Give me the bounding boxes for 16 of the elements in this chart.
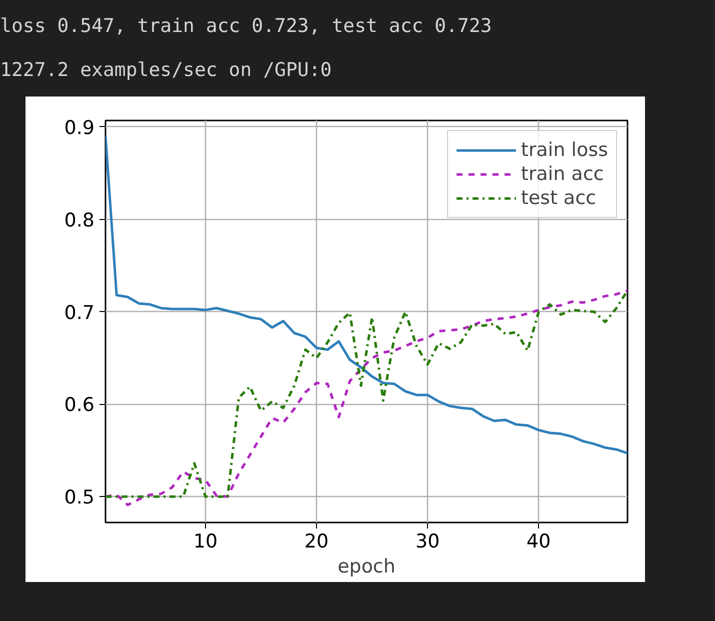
x-tick-label: 40 — [526, 530, 551, 552]
legend-label: test acc — [521, 187, 596, 209]
y-tick-label: 0.9 — [64, 116, 94, 139]
y-tick-label: 0.5 — [64, 486, 94, 509]
x-tick-label: 10 — [193, 530, 218, 552]
y-tick-label: 0.6 — [64, 394, 94, 416]
legend-label: train acc — [521, 163, 604, 185]
text: 1227.2 examples/sec on /GPU:0 — [0, 58, 332, 83]
y-tick-label: 0.7 — [64, 302, 94, 324]
legend-label: train loss — [521, 139, 608, 161]
x-tick-label: 30 — [415, 530, 440, 552]
line-series — [106, 134, 628, 454]
text: loss 0.547, train acc 0.723, test acc 0.723 — [0, 14, 492, 39]
x-axis-title: epoch — [338, 556, 396, 578]
y-tick-label: 0.8 — [64, 209, 94, 232]
x-tick-label: 20 — [304, 530, 329, 552]
